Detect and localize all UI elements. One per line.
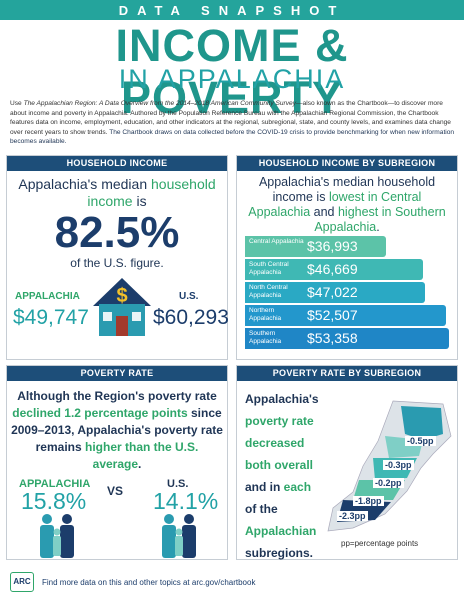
label: APPALACHIA (19, 478, 91, 490)
note: pp=percentage points (341, 539, 419, 548)
text: of the (245, 502, 278, 516)
bar: North Central Appalachia $47,022 (245, 282, 425, 303)
kicker: DATA SNAPSHOT (118, 3, 346, 18)
text: decreased (245, 436, 305, 450)
text: is (132, 193, 147, 209)
panel-text: Although the Region's poverty rate decli… (11, 388, 223, 473)
bar-value: $46,669 (307, 261, 358, 277)
people-icons (40, 514, 196, 558)
poverty-panel: POVERTY RATE Although the Region's pover… (6, 365, 228, 560)
text: . (138, 457, 142, 471)
text: Although the Region's poverty rate (17, 389, 217, 403)
panel-text: Appalachia's median household income is (13, 176, 221, 210)
intro-text: Use (10, 100, 24, 107)
panel-text: Appalachia's poverty rate decreased both o… (245, 388, 355, 564)
text: subregions. (245, 546, 314, 560)
text: and in (245, 480, 284, 494)
bar: South Central Appalachia $46,669 (245, 259, 424, 280)
bars: Central Appalachia $36,993 South Central A… (245, 236, 457, 356)
bar-value: $36,993 (307, 238, 358, 254)
logo: ARC (10, 572, 34, 592)
text-line: both overall (245, 454, 355, 476)
panel-heading: HOUSEHOLD INCOME BY SUBREGION (237, 156, 457, 171)
bar-name: Central Appalachia (249, 238, 304, 245)
map-label: -0.3pp (383, 460, 414, 470)
map-label: -0.5pp (405, 436, 436, 446)
footer-text: Find more data on this and other topics … (42, 578, 256, 587)
intro-title: The Appalachian Region: A Data Overview … (23, 100, 296, 107)
text-line: Appalachian (245, 520, 355, 542)
bar-value: $52,507 (307, 307, 358, 323)
text-line: Appalachia's poverty rate (245, 388, 355, 432)
text: highest in Southern Appalachia (314, 205, 446, 234)
text: each (283, 480, 312, 494)
bar: Southern Appalachia $53,358 (245, 328, 449, 349)
text: Appalachia's median (18, 176, 152, 192)
label: U.S. (179, 291, 199, 302)
bar: Central Appalachia $36,993 (245, 236, 387, 257)
kicker-band (0, 0, 464, 20)
value: $60,293 (153, 306, 229, 329)
label: APPALACHIA (15, 291, 80, 302)
text: since 2009–2013, Appalachia's poverty ra… (11, 406, 223, 454)
text: poverty rate (245, 414, 314, 428)
map-label: -2.3pp (337, 511, 368, 521)
text: lowest in Central Appalachia (248, 190, 422, 219)
text: higher than the U.S. average (85, 440, 199, 471)
text: and (310, 205, 338, 219)
bar: Northern Appalachia $52,507 (245, 305, 446, 326)
panel-text: Appalachia's median household income is … (241, 175, 453, 235)
bar-name: North Central Appalachia (249, 284, 288, 299)
text: Appalachian (245, 524, 317, 538)
text: Appalachia's (245, 392, 319, 406)
text-line: subregions. (245, 542, 355, 564)
label: U.S. (167, 478, 189, 490)
panel-heading: HOUSEHOLD INCOME (7, 156, 227, 171)
caption: of the U.S. figure. (70, 256, 164, 270)
intro: Use The Appalachian Region: A Data Overv… (10, 99, 456, 147)
text-line: decreased (245, 432, 355, 454)
value: $49,747 (13, 306, 89, 329)
intro-text: —also known as the Chartbook—to discover… (10, 100, 451, 136)
income-panel: HOUSEHOLD INCOME Appalachia's median hou… (6, 155, 229, 360)
svg-text:$: $ (116, 285, 127, 307)
vs: VS (107, 484, 124, 498)
subregion-income-panel: HOUSEHOLD INCOME BY SUBREGION Appalachia… (236, 155, 458, 360)
bar-name: Northern Appalachia (249, 307, 282, 322)
value: 14.1% (153, 488, 219, 514)
panel-heading: POVERTY RATE BY SUBREGION (237, 366, 457, 381)
title: INCOME & POVERTY (115, 20, 349, 123)
big-number: 82.5% (54, 208, 180, 257)
bar-value: $47,022 (307, 284, 358, 300)
text: Appalachia's median household income is (258, 175, 436, 204)
text: . (376, 220, 380, 234)
value: 15.8% (21, 488, 87, 514)
map-label: -0.2pp (373, 478, 404, 488)
text: both overall (245, 458, 314, 472)
bar-name: Southern Appalachia (249, 330, 282, 345)
panel-heading: POVERTY RATE (7, 366, 227, 381)
map-label: -1.8pp (353, 496, 384, 506)
bar-name: South Central Appalachia (249, 261, 289, 276)
text: household income (87, 176, 216, 209)
subtitle: IN APPALACHIA (118, 64, 346, 94)
text-line: of the (245, 498, 355, 520)
intro-text: The Chartbook draws on data collected be… (10, 128, 455, 146)
text-line: and in each (245, 476, 355, 498)
text: declined 1.2 percentage points (12, 406, 188, 420)
house-icon: $ (93, 278, 151, 336)
subregion-poverty-panel: POVERTY RATE BY SUBREGION -0.5pp -0.3pp … (236, 365, 458, 560)
bar-value: $53,358 (307, 330, 358, 346)
